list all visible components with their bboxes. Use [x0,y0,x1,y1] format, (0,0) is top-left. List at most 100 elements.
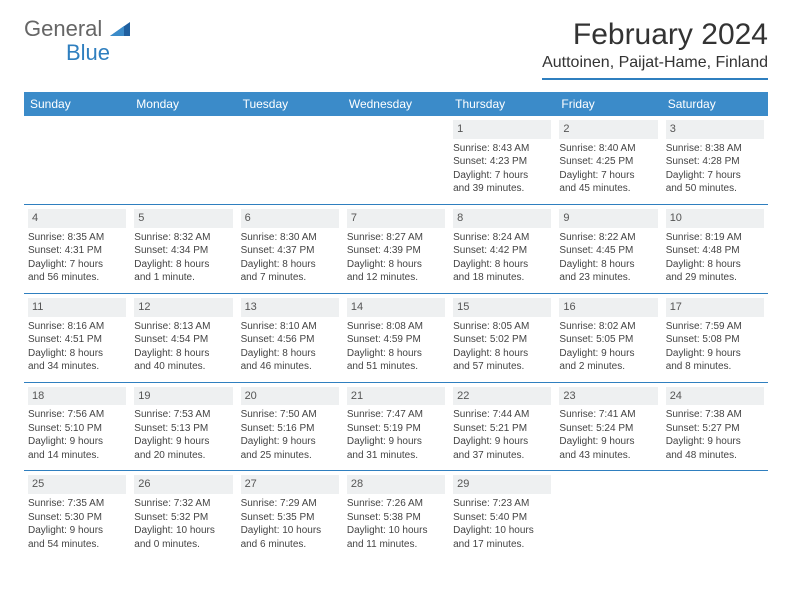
day-number: 3 [666,120,764,139]
weekday-header: Friday [555,92,661,116]
calendar-day-cell [343,116,449,204]
sunrise-text: Sunrise: 7:56 AM [28,408,126,422]
sunrise-text: Sunrise: 7:35 AM [28,497,126,511]
day-number: 6 [241,209,339,228]
daylight-text: and 12 minutes. [347,271,445,285]
calendar-day-cell: 12Sunrise: 8:13 AMSunset: 4:54 PMDayligh… [130,293,236,382]
sunrise-text: Sunrise: 7:47 AM [347,408,445,422]
sunrise-text: Sunrise: 8:02 AM [559,320,657,334]
daylight-text: Daylight: 9 hours [241,435,339,449]
sunrise-text: Sunrise: 7:38 AM [666,408,764,422]
sunset-text: Sunset: 5:02 PM [453,333,551,347]
day-number: 7 [347,209,445,228]
calendar-day-cell [555,471,661,559]
day-number: 18 [28,387,126,406]
sunrise-text: Sunrise: 7:59 AM [666,320,764,334]
sunrise-text: Sunrise: 7:44 AM [453,408,551,422]
sunrise-text: Sunrise: 8:22 AM [559,231,657,245]
sunrise-text: Sunrise: 8:08 AM [347,320,445,334]
daylight-text: Daylight: 9 hours [134,435,232,449]
sunrise-text: Sunrise: 7:50 AM [241,408,339,422]
daylight-text: and 37 minutes. [453,449,551,463]
sunset-text: Sunset: 5:05 PM [559,333,657,347]
calendar-day-cell: 16Sunrise: 8:02 AMSunset: 5:05 PMDayligh… [555,293,661,382]
sunset-text: Sunset: 4:45 PM [559,244,657,258]
calendar-day-cell [662,471,768,559]
day-number: 11 [28,298,126,317]
calendar-day-cell: 20 Sunrise: 7:50 AMSunset: 5:16 PMDayligh… [237,382,343,471]
sunrise-text: Sunrise: 7:53 AM [134,408,232,422]
calendar-day-cell [237,116,343,204]
daylight-text: Daylight: 8 hours [559,258,657,272]
calendar-day-cell: 29Sunrise: 7:23 AMSunset: 5:40 PMDayligh… [449,471,555,559]
calendar-day-cell: 28Sunrise: 7:26 AMSunset: 5:38 PMDayligh… [343,471,449,559]
day-number: 12 [134,298,232,317]
daylight-text: Daylight: 8 hours [347,347,445,361]
sunset-text: Sunset: 5:19 PM [347,422,445,436]
sunset-text: Sunset: 5:27 PM [666,422,764,436]
day-number: 19 [134,387,232,406]
sunset-text: Sunset: 4:51 PM [28,333,126,347]
daylight-text: and 31 minutes. [347,449,445,463]
sunrise-text: Sunrise: 7:29 AM [241,497,339,511]
daylight-text: and 51 minutes. [347,360,445,374]
weekday-header: Sunday [24,92,130,116]
daylight-text: and 46 minutes. [241,360,339,374]
sunset-text: Sunset: 5:10 PM [28,422,126,436]
day-number: 20 [241,387,339,406]
calendar-day-cell: 15Sunrise: 8:05 AMSunset: 5:02 PMDayligh… [449,293,555,382]
daylight-text: and 39 minutes. [453,182,551,196]
calendar-day-cell: 19Sunrise: 7:53 AMSunset: 5:13 PMDayligh… [130,382,236,471]
logo-text-general: General [24,16,102,41]
sunset-text: Sunset: 4:59 PM [347,333,445,347]
logo-text-blue: Blue [66,42,130,64]
daylight-text: Daylight: 9 hours [347,435,445,449]
calendar-day-cell: 22Sunrise: 7:44 AMSunset: 5:21 PMDayligh… [449,382,555,471]
daylight-text: Daylight: 10 hours [347,524,445,538]
sunset-text: Sunset: 5:24 PM [559,422,657,436]
sunset-text: Sunset: 5:35 PM [241,511,339,525]
daylight-text: Daylight: 9 hours [559,347,657,361]
daylight-text: Daylight: 9 hours [559,435,657,449]
daylight-text: Daylight: 8 hours [241,258,339,272]
daylight-text: Daylight: 9 hours [666,347,764,361]
sunrise-text: Sunrise: 7:26 AM [347,497,445,511]
calendar-day-cell: 3Sunrise: 8:38 AMSunset: 4:28 PMDaylight… [662,116,768,204]
day-number: 21 [347,387,445,406]
daylight-text: and 14 minutes. [28,449,126,463]
weekday-header: Monday [130,92,236,116]
daylight-text: and 17 minutes. [453,538,551,552]
calendar-day-cell: 26Sunrise: 7:32 AMSunset: 5:32 PMDayligh… [130,471,236,559]
daylight-text: Daylight: 7 hours [28,258,126,272]
calendar-day-cell: 23Sunrise: 7:41 AMSunset: 5:24 PMDayligh… [555,382,661,471]
calendar-day-cell [130,116,236,204]
weekday-header: Saturday [662,92,768,116]
daylight-text: Daylight: 10 hours [241,524,339,538]
sunrise-text: Sunrise: 8:32 AM [134,231,232,245]
sunrise-text: Sunrise: 7:23 AM [453,497,551,511]
daylight-text: Daylight: 8 hours [453,258,551,272]
sunset-text: Sunset: 5:38 PM [347,511,445,525]
day-number: 24 [666,387,764,406]
daylight-text: and 18 minutes. [453,271,551,285]
daylight-text: Daylight: 8 hours [666,258,764,272]
weekday-header: Wednesday [343,92,449,116]
daylight-text: and 20 minutes. [134,449,232,463]
daylight-text: and 56 minutes. [28,271,126,285]
month-title: February 2024 [542,18,768,52]
calendar-day-cell: 17Sunrise: 7:59 AMSunset: 5:08 PMDayligh… [662,293,768,382]
sunrise-text: Sunrise: 8:38 AM [666,142,764,156]
calendar-day-cell: 21 Sunrise: 7:47 AMSunset: 5:19 PMDayligh… [343,382,449,471]
sunrise-text: Sunrise: 7:41 AM [559,408,657,422]
calendar-day-cell: 8Sunrise: 8:24 AMSunset: 4:42 PMDaylight… [449,204,555,293]
sunset-text: Sunset: 4:39 PM [347,244,445,258]
daylight-text: Daylight: 8 hours [134,347,232,361]
calendar-day-cell: 13Sunrise: 8:10 AMSunset: 4:56 PMDayligh… [237,293,343,382]
calendar-day-cell: 5Sunrise: 8:32 AMSunset: 4:34 PMDaylight… [130,204,236,293]
sunset-text: Sunset: 4:42 PM [453,244,551,258]
sunset-text: Sunset: 4:34 PM [134,244,232,258]
location: Auttoinen, Paijat-Hame, Finland [542,54,768,80]
sunset-text: Sunset: 5:32 PM [134,511,232,525]
daylight-text: Daylight: 8 hours [347,258,445,272]
sunset-text: Sunset: 5:16 PM [241,422,339,436]
